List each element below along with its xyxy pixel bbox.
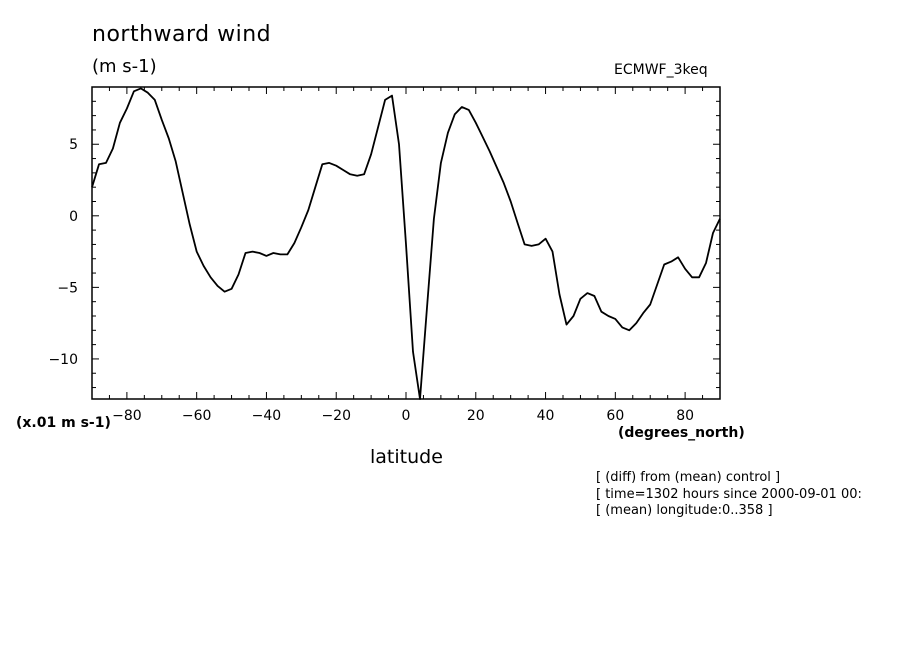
x-tick-label: 80: [676, 408, 694, 424]
units-label: (m s-1): [92, 56, 157, 77]
y-tick-label: −5: [57, 280, 78, 296]
x-tick-label: −20: [321, 408, 351, 424]
y-tick-label: 0: [69, 209, 78, 225]
chart-title: northward wind: [92, 22, 272, 47]
x-tick-label: 40: [537, 408, 555, 424]
y-tick-label: −10: [48, 352, 78, 368]
tick-labels: −80 −60 −40 −20 0 20 40 60 80 5 0 −5 −10: [48, 137, 694, 424]
scale-note: (x.01 m s-1): [16, 415, 111, 431]
x-tick-label: 0: [402, 408, 411, 424]
y-tick-label: 5: [69, 137, 78, 153]
x-tick-label: −60: [182, 408, 212, 424]
x-tick-label: 20: [467, 408, 485, 424]
note-line-1: [ (diff) from (mean) control ]: [596, 470, 781, 485]
x-tick-label: −80: [112, 408, 142, 424]
note-line-2: [ time=1302 hours since 2000-09-01 00:: [596, 487, 862, 502]
x-axis-units: (degrees_north): [618, 425, 745, 441]
note-line-3: [ (mean) longitude:0..358 ]: [596, 503, 773, 518]
x-tick-label: −40: [252, 408, 282, 424]
tick-marks: [91, 86, 721, 399]
x-axis-label: latitude: [370, 446, 443, 468]
x-tick-label: 60: [606, 408, 624, 424]
series-line: [91, 87, 721, 400]
dataset-label: ECMWF_3keq: [614, 62, 708, 78]
